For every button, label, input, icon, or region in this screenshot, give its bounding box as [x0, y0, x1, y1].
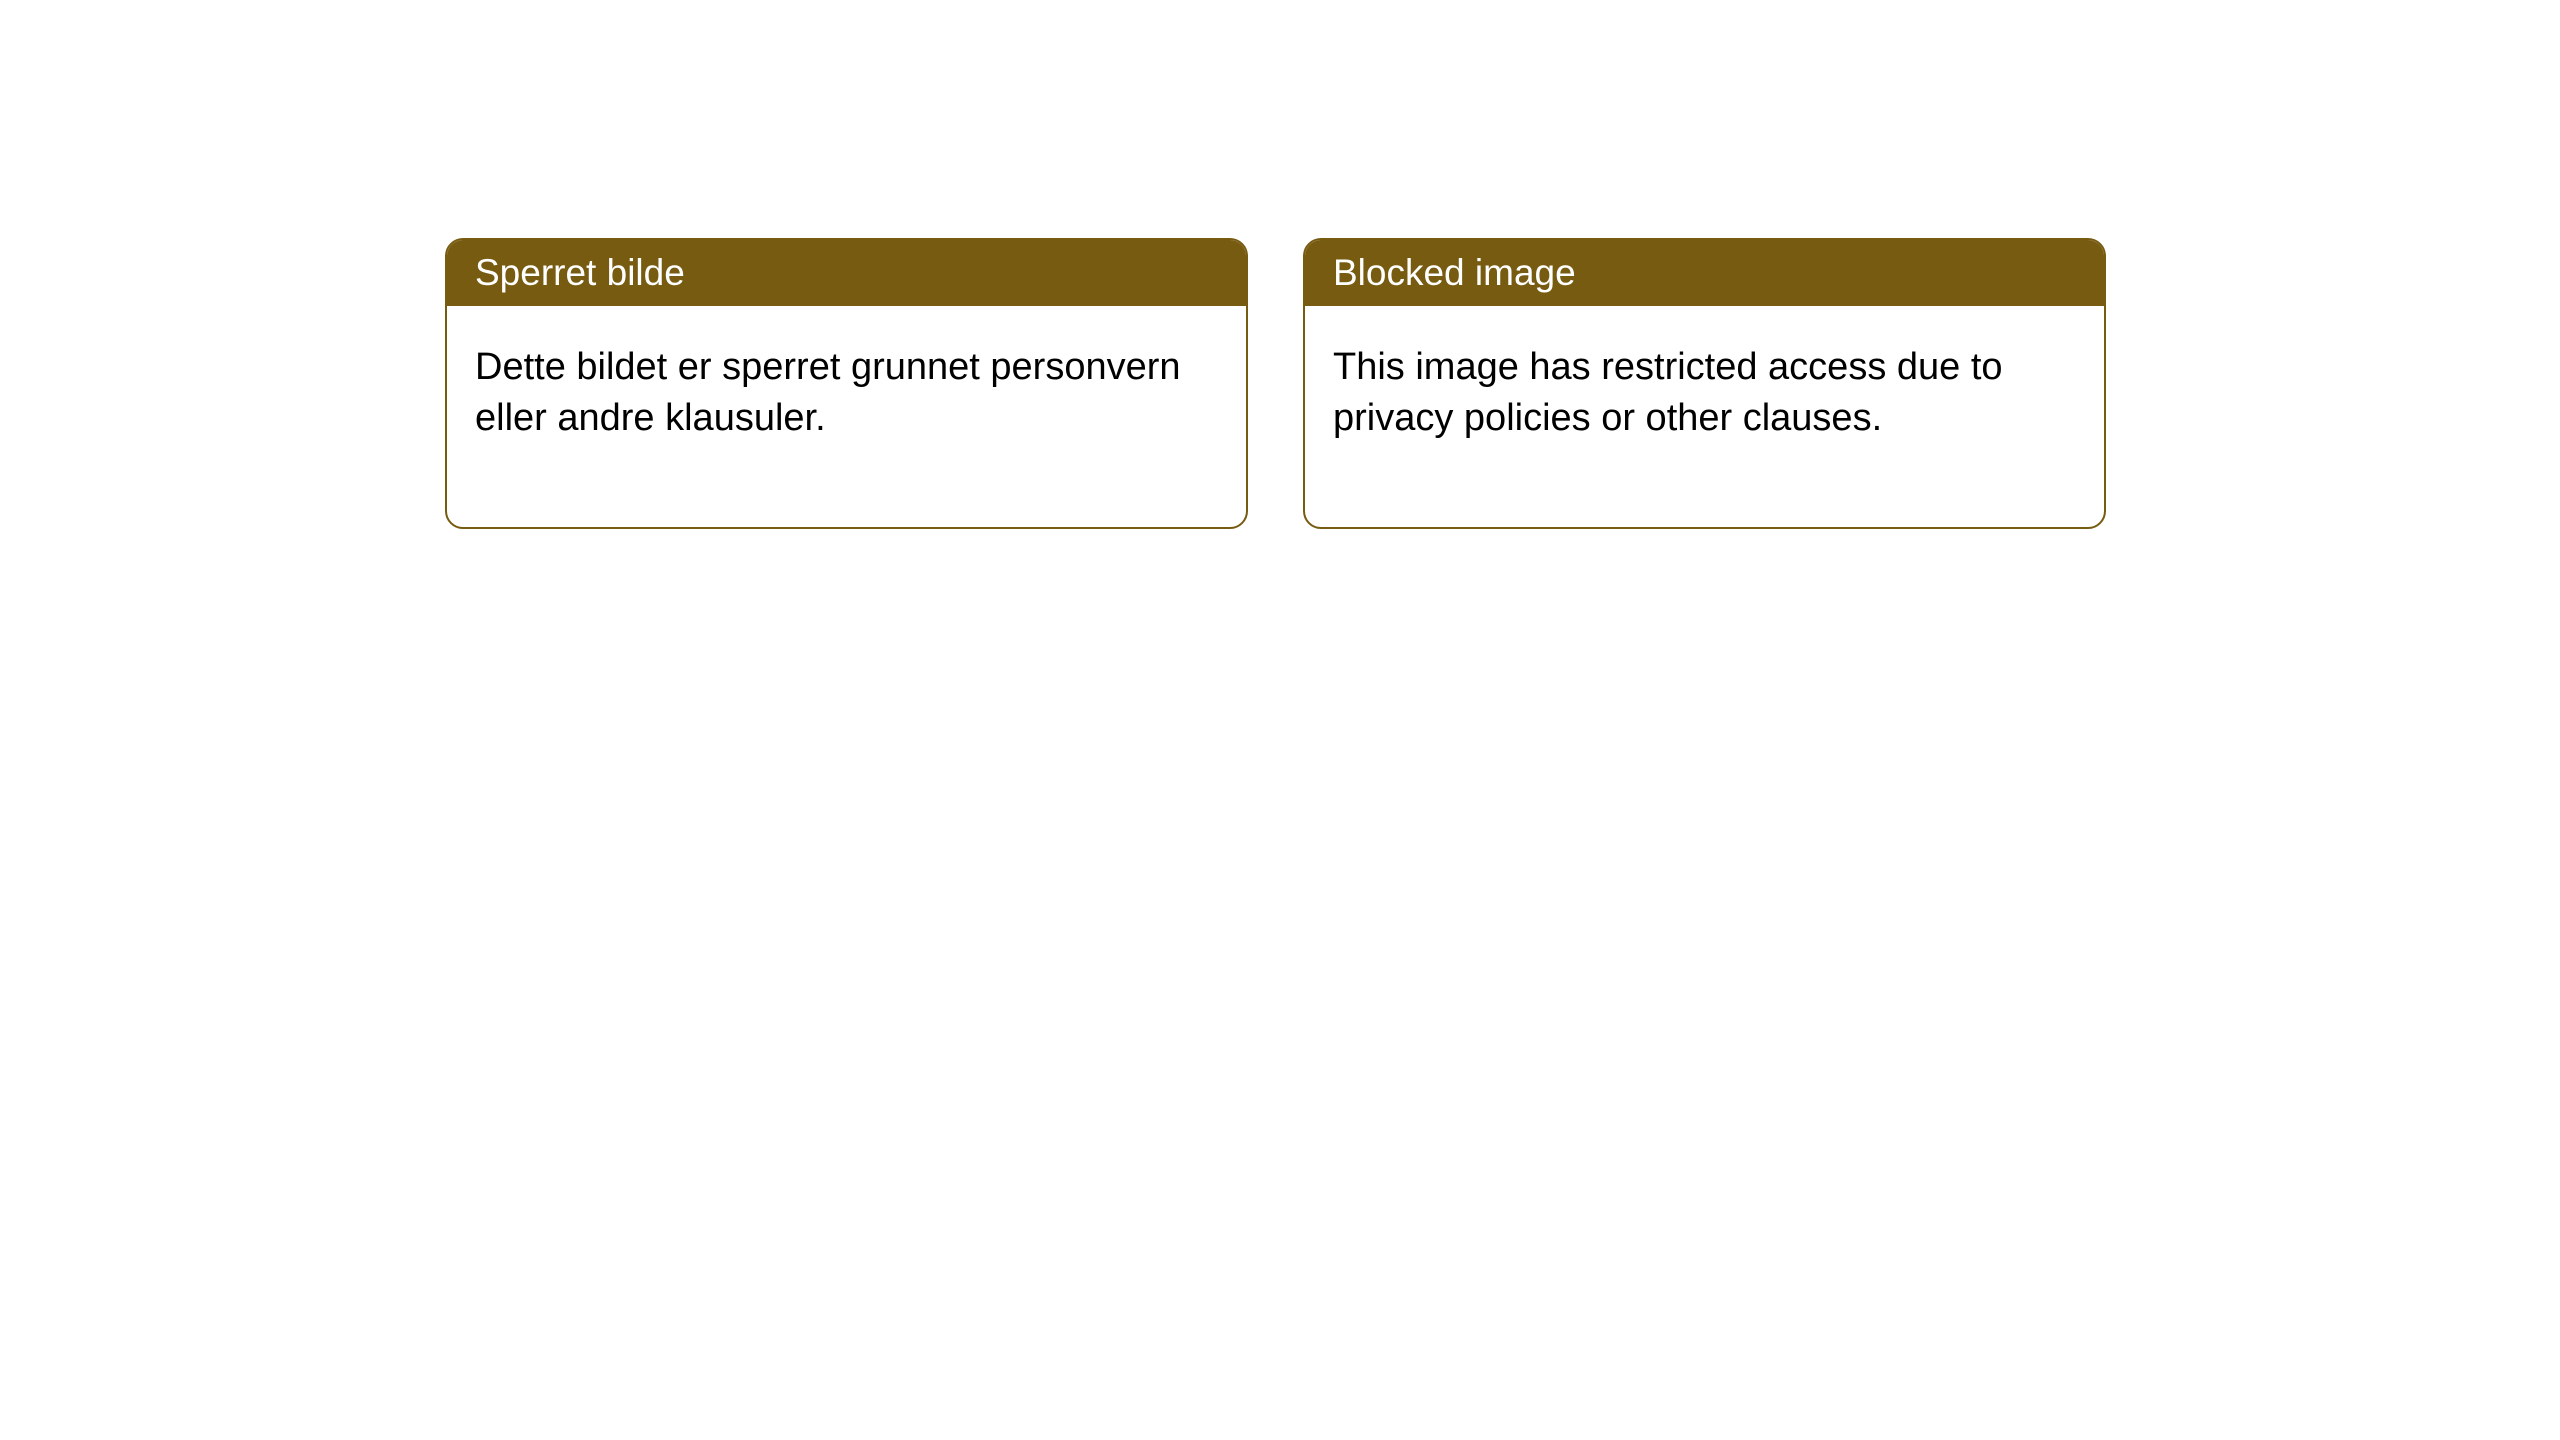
card-body-en: This image has restricted access due to …	[1305, 306, 2104, 527]
blocked-image-card-no: Sperret bilde Dette bildet er sperret gr…	[445, 238, 1248, 529]
card-body-no: Dette bildet er sperret grunnet personve…	[447, 306, 1246, 527]
card-header-no: Sperret bilde	[447, 240, 1246, 306]
blocked-image-card-en: Blocked image This image has restricted …	[1303, 238, 2106, 529]
card-header-en: Blocked image	[1305, 240, 2104, 306]
blocked-image-notices: Sperret bilde Dette bildet er sperret gr…	[445, 238, 2560, 529]
